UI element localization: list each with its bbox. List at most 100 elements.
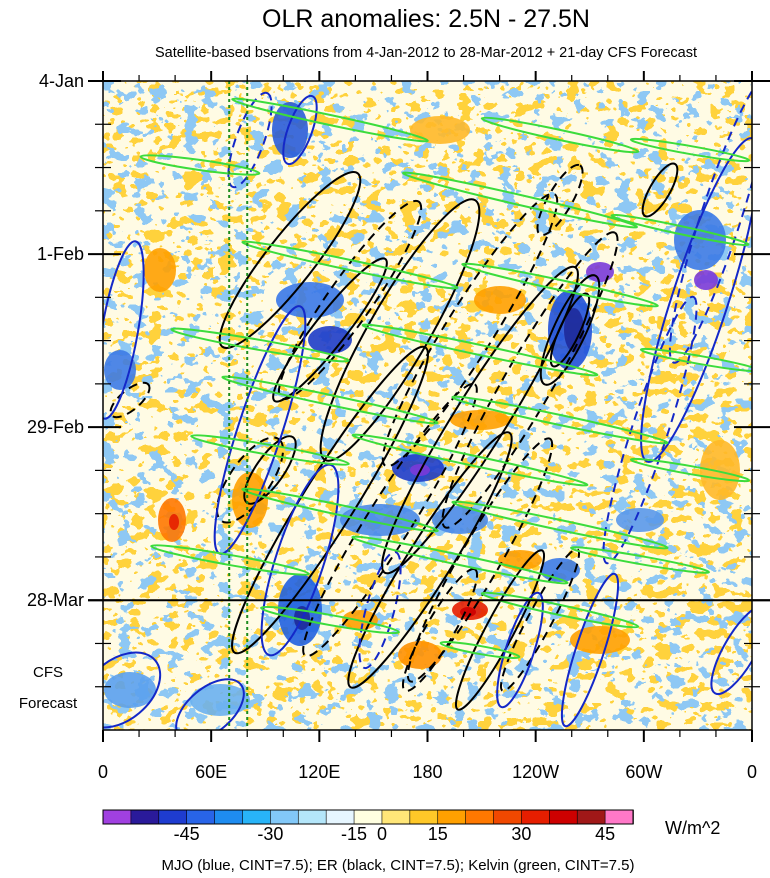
contour-line [441, 231, 619, 529]
contour-line [272, 257, 388, 403]
contour-line [103, 240, 145, 420]
colorbar-swatch [493, 809, 523, 825]
contour-line [668, 81, 752, 364]
x-tick-label: 0 [98, 762, 108, 782]
anomaly-blob [169, 514, 179, 530]
colorbar-label: -30 [257, 824, 283, 844]
contour-line [710, 604, 752, 696]
contour-legend-note: MJO (blue, CINT=7.5); ER (black, CINT=7.… [161, 857, 634, 874]
anomaly-blob [694, 270, 718, 290]
contour-line [570, 546, 710, 574]
colorbar-label: 30 [511, 824, 531, 844]
contour-line [260, 605, 400, 635]
contour-line [351, 433, 589, 487]
colorbar-label: 45 [595, 824, 615, 844]
contour-line [381, 192, 559, 468]
anomaly-blob [104, 350, 136, 390]
anomaly-blob [564, 308, 584, 352]
contour-line [190, 434, 350, 466]
colorbar-swatch [214, 809, 244, 825]
colorbar-swatch [102, 809, 132, 825]
anomaly-blob [460, 607, 476, 617]
x-axis: 0 60E 120E 180 120W 60W 0 [98, 71, 757, 782]
colorbar-swatch [437, 809, 467, 825]
anomaly-blob [616, 508, 664, 532]
anomaly-blob [398, 641, 442, 669]
x-tick-label: 180 [412, 762, 442, 782]
anomaly-blob [570, 626, 630, 654]
contour-line [277, 199, 423, 401]
contour-line [439, 641, 521, 659]
anomaly-blob [190, 684, 250, 716]
x-tick-label: 60E [195, 762, 227, 782]
contour-line [480, 591, 640, 629]
contour-line [629, 137, 751, 163]
anomaly-blob [410, 116, 470, 144]
anomaly-blob [586, 262, 614, 282]
contour-line [139, 154, 261, 176]
wave-filtered-contours [103, 81, 752, 730]
contour-line [560, 572, 620, 728]
colorbar-swatch [158, 809, 188, 825]
contour-line [629, 457, 751, 483]
contour-line [347, 431, 513, 689]
colorbar-swatch [242, 809, 272, 825]
contour-line [536, 163, 584, 237]
chart-title: OLR anomalies: 2.5N - 27.5N [262, 5, 590, 33]
contour-line [549, 292, 591, 368]
contour-line [539, 274, 601, 386]
contour-line [241, 240, 459, 290]
y-tick-label: 29-Feb [27, 417, 84, 437]
contour-line [402, 171, 638, 229]
x-tick-label: 120W [512, 762, 559, 782]
contour-line [639, 347, 752, 373]
colorbar-swatch [270, 809, 300, 825]
colorbar-swatch [465, 809, 495, 825]
contour-line [461, 262, 659, 308]
contour-line [241, 487, 439, 533]
colorbar-swatch [325, 809, 355, 825]
x-tick-label: 60W [625, 762, 662, 782]
anomaly-blob [700, 440, 740, 500]
contour-line [640, 137, 752, 463]
contour-line [231, 345, 429, 655]
forecast-label-line1: CFS [33, 664, 63, 681]
colorbar-swatch [549, 809, 579, 825]
colorbar-swatch [521, 809, 551, 825]
contour-line [109, 381, 151, 419]
y-tick-label: 28-Mar [27, 590, 84, 610]
contour-line [170, 327, 350, 363]
reference-lines [228, 81, 249, 730]
colorbar-swatch [130, 809, 160, 825]
colorbar-frame [102, 809, 634, 825]
colorbar-swatch [353, 809, 383, 825]
contour-line [451, 500, 669, 550]
contour-line [302, 382, 478, 658]
anomaly-blob [450, 410, 510, 430]
anomaly-blob [104, 672, 156, 708]
anomaly-blob [144, 248, 176, 292]
contour-line [231, 97, 429, 143]
anomaly-blob [540, 558, 580, 582]
y-axis: 4-Jan 1-Feb 29-Feb 28-Mar [27, 71, 770, 688]
contour-line [361, 323, 599, 377]
colorbar-swatch [576, 809, 606, 825]
contour-line [150, 544, 310, 576]
colorbar-swatch [381, 809, 411, 825]
colorbar-swatch [297, 809, 327, 825]
anomaly-blob [232, 472, 268, 528]
contour-line [602, 295, 698, 565]
plot-area [103, 81, 752, 730]
anomaly-blob [474, 286, 526, 314]
contour-line [358, 550, 402, 670]
colorbar-label: -45 [174, 824, 200, 844]
contour-line [351, 535, 569, 585]
contour-line [103, 651, 162, 729]
y-tick-label: 4-Jan [39, 71, 84, 91]
contour-line [499, 548, 581, 692]
contour-line [610, 213, 750, 247]
x-tick-label: 120E [298, 762, 340, 782]
colorbar: -45 -30 -15 0 15 30 45 [102, 809, 634, 844]
anomaly-blob [272, 102, 308, 158]
